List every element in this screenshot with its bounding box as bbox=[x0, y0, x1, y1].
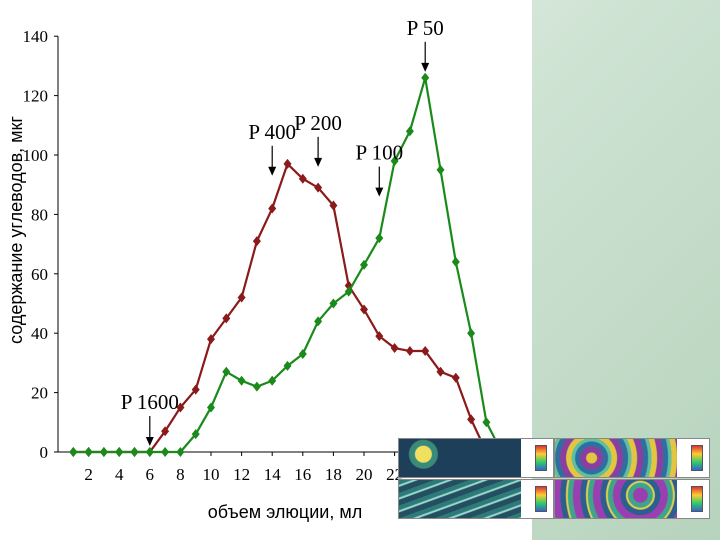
data-point bbox=[405, 346, 414, 357]
data-point bbox=[314, 182, 323, 193]
data-point bbox=[329, 200, 338, 211]
x-tick-label: 10 bbox=[203, 465, 220, 484]
x-tick-label: 16 bbox=[294, 465, 311, 484]
x-tick-label: 4 bbox=[115, 465, 124, 484]
data-point bbox=[390, 343, 399, 354]
data-point bbox=[375, 331, 384, 342]
data-point bbox=[360, 259, 368, 270]
data-point bbox=[405, 126, 414, 137]
micrograph-image bbox=[554, 479, 710, 519]
micrograph-image bbox=[398, 479, 554, 519]
data-point bbox=[314, 316, 323, 327]
data-point bbox=[237, 292, 246, 303]
x-tick-label: 6 bbox=[146, 465, 155, 484]
data-point bbox=[176, 402, 185, 413]
data-point bbox=[222, 313, 231, 324]
x-tick-label: 2 bbox=[84, 465, 93, 484]
data-point bbox=[467, 328, 476, 339]
data-point bbox=[252, 236, 261, 247]
data-point bbox=[283, 158, 292, 169]
data-point bbox=[237, 375, 246, 386]
data-point bbox=[451, 256, 460, 267]
data-point bbox=[467, 414, 476, 425]
data-point bbox=[191, 384, 200, 395]
data-point bbox=[436, 366, 445, 377]
data-point bbox=[390, 155, 399, 166]
data-point bbox=[268, 203, 277, 214]
data-point bbox=[451, 372, 460, 383]
data-point bbox=[252, 381, 261, 392]
data-point bbox=[115, 447, 124, 457]
data-point bbox=[375, 233, 384, 244]
annotation-arrowhead bbox=[421, 62, 430, 72]
annotation-label: P 50 bbox=[407, 16, 444, 40]
data-point bbox=[268, 375, 277, 386]
data-point bbox=[360, 304, 368, 315]
annotation-arrowhead bbox=[375, 187, 384, 197]
x-tick-label: 20 bbox=[356, 465, 373, 484]
y-tick-label: 60 bbox=[31, 265, 48, 284]
annotation-arrowhead bbox=[268, 166, 277, 176]
data-point bbox=[222, 366, 231, 377]
data-point bbox=[69, 447, 78, 457]
data-point bbox=[298, 348, 307, 359]
y-tick-label: 40 bbox=[31, 324, 48, 343]
data-point bbox=[161, 426, 170, 437]
y-tick-label: 140 bbox=[23, 27, 49, 46]
data-point bbox=[207, 402, 215, 413]
y-tick-label: 100 bbox=[23, 146, 49, 165]
data-point bbox=[329, 298, 338, 309]
y-tick-label: 20 bbox=[31, 384, 48, 403]
y-tick-label: 80 bbox=[31, 205, 48, 224]
data-point bbox=[176, 447, 185, 457]
data-point bbox=[130, 447, 139, 457]
data-point bbox=[421, 346, 430, 357]
annotation-label: P 100 bbox=[355, 141, 403, 165]
y-tick-label: 0 bbox=[40, 443, 49, 462]
micrograph-image bbox=[554, 438, 710, 478]
data-point bbox=[421, 72, 430, 83]
microscopy-insets bbox=[398, 438, 710, 520]
data-point bbox=[436, 164, 445, 175]
data-point bbox=[191, 429, 200, 440]
annotation-label: P 200 bbox=[294, 111, 342, 135]
y-tick-label: 120 bbox=[23, 87, 49, 106]
data-point bbox=[482, 417, 491, 428]
x-axis-title: объем элюции, мл bbox=[208, 502, 362, 522]
y-axis-title: содержание углеводов, мкг bbox=[6, 116, 26, 344]
x-tick-label: 18 bbox=[325, 465, 342, 484]
data-point bbox=[145, 447, 154, 457]
data-point bbox=[207, 334, 215, 345]
annotation-label: P 1600 bbox=[121, 390, 179, 414]
x-tick-label: 8 bbox=[176, 465, 185, 484]
annotation-label: P 400 bbox=[248, 120, 296, 144]
micrograph-image bbox=[398, 438, 554, 478]
data-point bbox=[84, 447, 93, 457]
data-point bbox=[161, 447, 170, 457]
annotation-arrowhead bbox=[145, 437, 154, 446]
data-point bbox=[283, 360, 292, 371]
x-tick-label: 14 bbox=[264, 465, 282, 484]
annotation-arrowhead bbox=[314, 157, 323, 167]
data-point bbox=[99, 447, 108, 457]
data-point bbox=[298, 173, 307, 184]
data-point bbox=[344, 286, 353, 297]
x-tick-label: 12 bbox=[233, 465, 250, 484]
